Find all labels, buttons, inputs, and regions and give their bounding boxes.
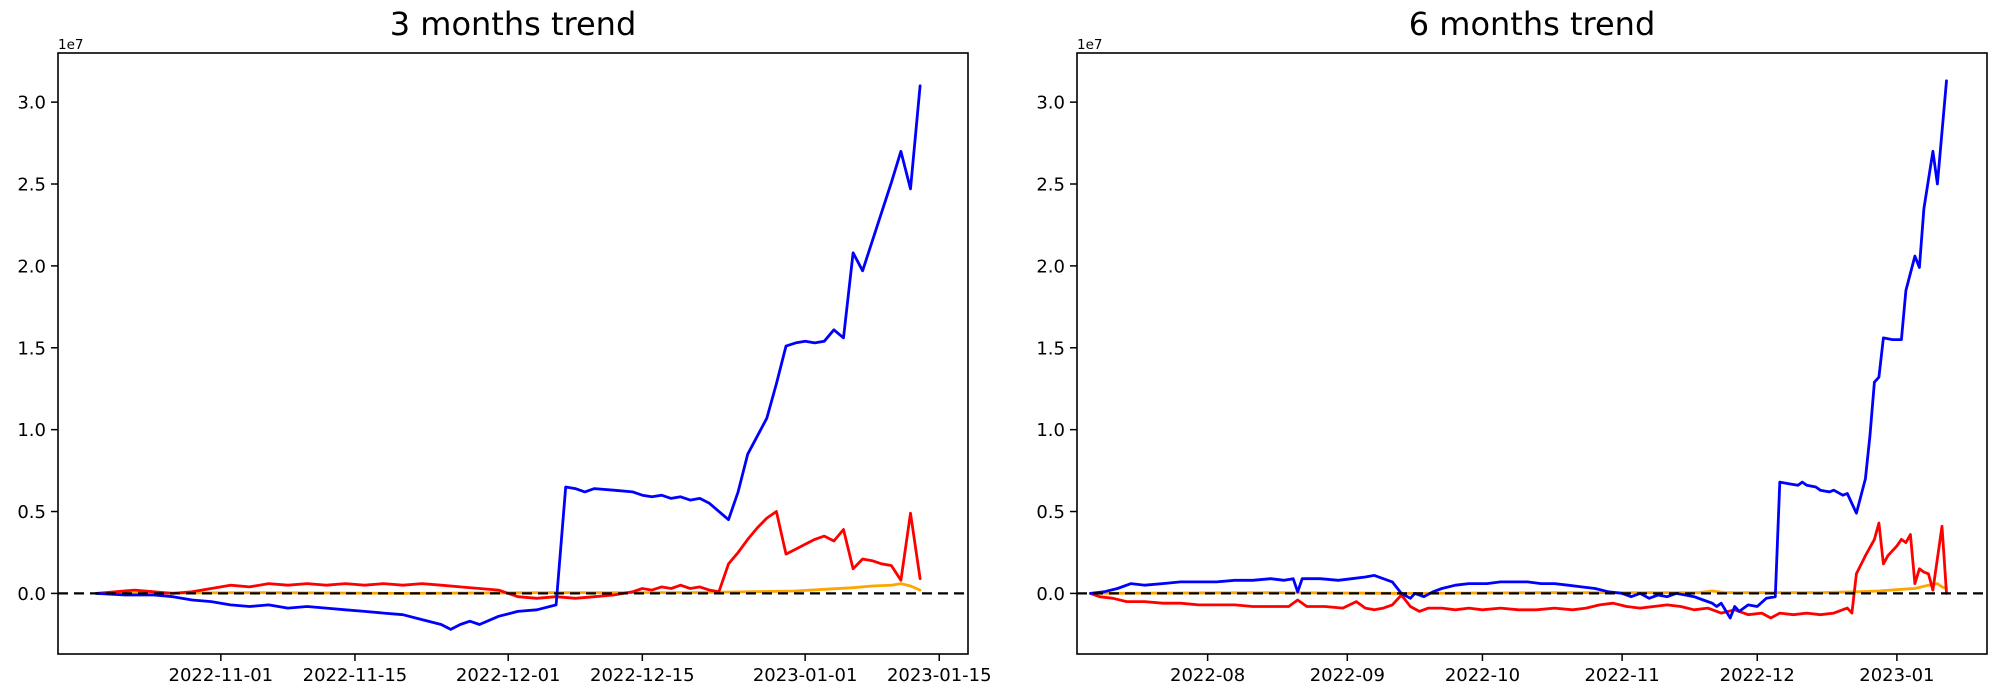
y-tick-label: 2.0: [17, 256, 46, 277]
y-axis-offset-label: 1e7: [1077, 37, 1103, 53]
y-tick-label: 1.5: [1036, 338, 1065, 359]
x-tick-label: 2023-01-01: [753, 665, 858, 686]
x-tick-label: 2022-11-15: [303, 665, 408, 686]
y-tick-label: 3.0: [1036, 93, 1065, 114]
series-line-red: [94, 510, 922, 600]
x-tick-label: 2023-01-15: [887, 665, 992, 686]
y-tick-label: 0.5: [1036, 502, 1065, 523]
plot-canvas-3-months: 0.0 0.5 1.0 1.5 2.0 2.5 3.0 2022-11-01 2022-11-1…: [17, 52, 992, 686]
y-tick-label: 0.0: [17, 584, 46, 605]
series-line-blue: [1089, 79, 1948, 620]
chart-title-6-months: 6 months trend: [1408, 5, 1656, 43]
chart-3-months-trend: 3 months trend 1e7 0.0 0.5 1.0 1.5 2.0 2.5 3.0…: [17, 5, 992, 686]
plot-border: [1076, 52, 1988, 655]
y-tick-label: 2.0: [1036, 256, 1065, 277]
series-line-orange: [1089, 582, 1948, 595]
plot-canvas-6-months: 0.0 0.5 1.0 1.5 2.0 2.5 3.0 2022-08 2022-09 2022-…: [1036, 52, 1988, 686]
y-tick-label: 1.0: [1036, 420, 1065, 441]
y-tick-label: 1.0: [17, 420, 46, 441]
x-tick-label: 2022-10: [1445, 665, 1520, 686]
y-tick-label: 1.5: [17, 338, 46, 359]
x-tick-label: 2022-11: [1584, 665, 1659, 686]
x-tick-label: 2022-12-15: [590, 665, 695, 686]
chart-title-3-months: 3 months trend: [389, 5, 637, 43]
y-tick-label: 0.0: [1036, 584, 1065, 605]
chart-6-months-trend: 6 months trend 1e7 0.0 0.5 1.0 1.5 2.0 2.5 3.0…: [1000, 0, 2000, 700]
series-line-red: [1089, 521, 1948, 620]
x-tick-label: 2023-01: [1859, 665, 1934, 686]
y-tick-label: 2.5: [1036, 175, 1065, 196]
y-tick-label: 3.0: [17, 93, 46, 114]
x-tick-label: 2022-12: [1720, 665, 1795, 686]
series-line-blue: [94, 84, 922, 631]
y-tick-label: 0.5: [17, 502, 46, 523]
x-tick-label: 2022-11-01: [169, 665, 274, 686]
plot-border: [57, 52, 969, 655]
x-tick-label: 2022-12-01: [456, 665, 561, 686]
y-tick-label: 2.5: [17, 175, 46, 196]
x-tick-label: 2022-08: [1170, 665, 1245, 686]
y-axis-offset-label: 1e7: [58, 37, 84, 53]
x-tick-label: 2022-09: [1310, 665, 1385, 686]
